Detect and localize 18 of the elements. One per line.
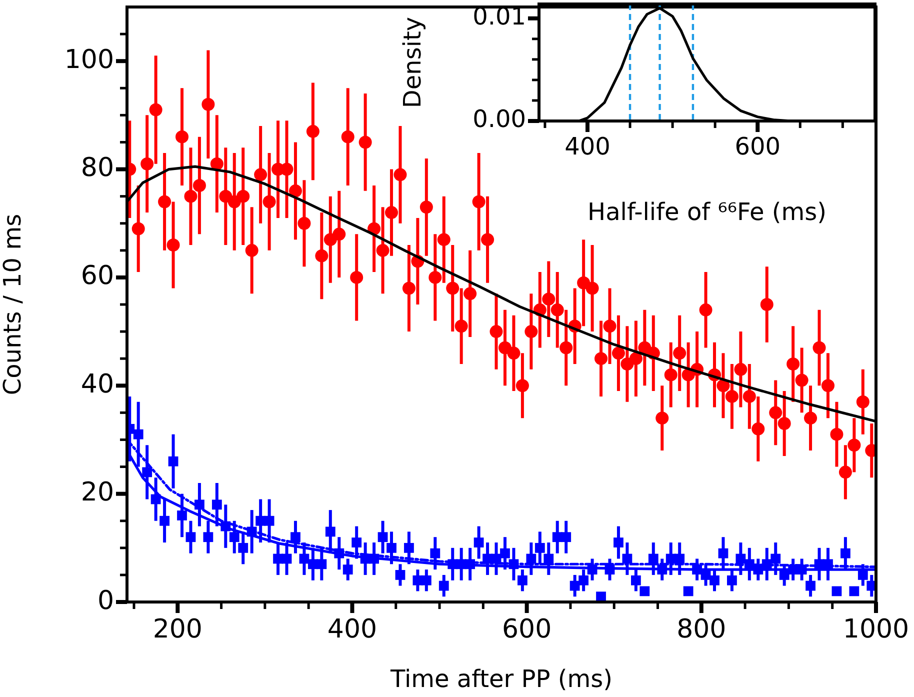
x-tick-label: 400: [564, 132, 610, 161]
x-tick-label: 600: [734, 132, 781, 161]
x-tick-label: 1000: [842, 614, 910, 644]
y-tick-label: 20: [80, 478, 114, 508]
y-tick-label: 0: [97, 586, 114, 616]
y-tick-label: 40: [80, 369, 114, 400]
y-axis-title: Density: [398, 16, 427, 108]
y-tick-label: 100: [64, 44, 114, 75]
y-tick-label: 60: [80, 261, 114, 292]
x-tick-label: 800: [676, 614, 726, 644]
y-axis-title: Counts / 10 ms: [0, 214, 27, 396]
x-tick-label: 400: [327, 614, 378, 644]
y-tick-label: 80: [80, 153, 114, 184]
y-tick-label: 0.00: [472, 105, 526, 134]
x-tick-label: 200: [152, 614, 202, 644]
x-axis-title: Time after PP (ms): [390, 664, 612, 693]
x-axis-title: Half-life of ⁶⁶Fe (ms): [588, 198, 826, 226]
x-tick-label: 600: [502, 614, 552, 644]
